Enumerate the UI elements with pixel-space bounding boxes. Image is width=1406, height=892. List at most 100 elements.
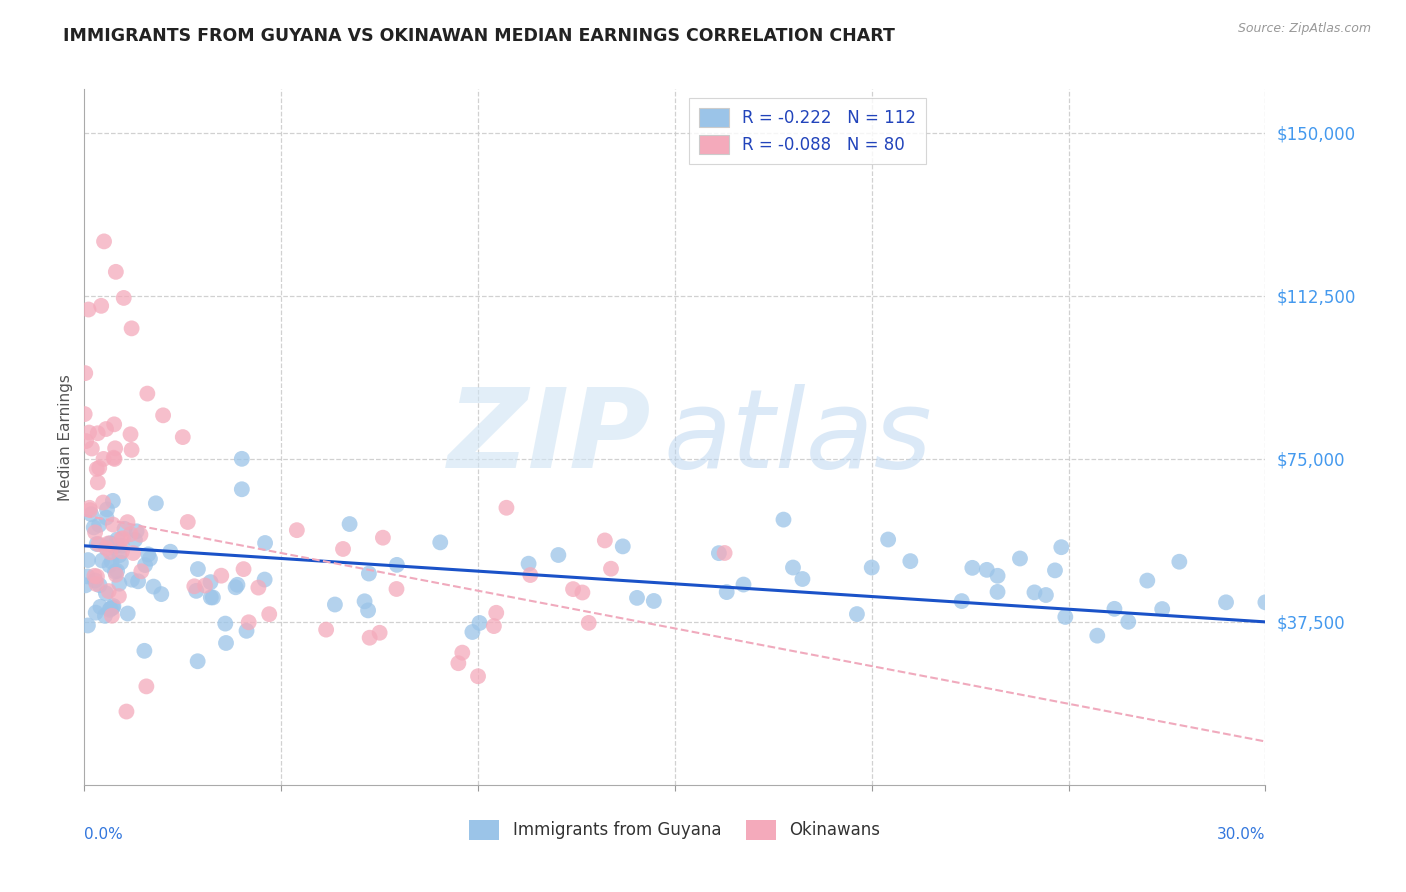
Point (86, 462, 108, 476)
Point (517, 557, 540, 571)
Point (80, 507, 103, 521)
Point (209, 568, 232, 582)
Point (713, 546, 735, 560)
Point (247, 581, 270, 595)
Point (97, 584, 120, 599)
Point (94, 586, 117, 600)
Point (733, 577, 755, 591)
Text: IMMIGRANTS FROM GUYANA VS OKINAWAN MEDIAN EARNINGS CORRELATION CHART: IMMIGRANTS FROM GUYANA VS OKINAWAN MEDIA… (63, 27, 896, 45)
Point (101, 608, 124, 623)
Point (101, 493, 124, 508)
Point (1254, 595, 1277, 609)
Point (108, 548, 131, 562)
Point (89, 517, 111, 532)
Point (845, 607, 868, 621)
Text: Source: ZipAtlas.com: Source: ZipAtlas.com (1237, 22, 1371, 36)
Point (134, 644, 156, 658)
Point (75, 578, 97, 592)
Point (101, 600, 124, 615)
Point (86, 577, 108, 591)
Point (359, 631, 381, 645)
Point (91, 553, 114, 567)
Point (571, 585, 593, 599)
Point (357, 566, 380, 581)
Text: 0.0%: 0.0% (84, 827, 124, 842)
Point (97, 536, 120, 550)
Point (987, 569, 1010, 583)
Point (104, 567, 127, 582)
Point (104, 565, 127, 579)
Point (108, 589, 131, 603)
Point (136, 386, 159, 401)
Text: 30.0%: 30.0% (1218, 827, 1265, 842)
Point (226, 578, 249, 592)
Point (121, 321, 143, 335)
Point (177, 515, 200, 529)
Point (87, 475, 110, 490)
Point (100, 601, 122, 615)
Point (232, 562, 254, 576)
Point (100, 555, 122, 569)
Point (77, 302, 100, 317)
Point (76, 569, 98, 583)
Point (150, 587, 173, 601)
Point (1085, 629, 1108, 643)
Point (83, 520, 105, 534)
Point (1043, 563, 1066, 577)
Point (467, 669, 489, 683)
Point (75, 366, 97, 380)
Point (84, 525, 107, 540)
Point (104, 442, 127, 456)
Point (94, 608, 117, 623)
Point (1116, 615, 1139, 629)
Point (129, 527, 152, 541)
Point (86, 426, 108, 441)
Point (90, 299, 112, 313)
Point (1152, 602, 1174, 616)
Point (254, 536, 277, 550)
Point (323, 598, 346, 612)
Point (782, 560, 804, 574)
Point (183, 579, 205, 593)
Point (877, 533, 900, 547)
Point (716, 585, 738, 599)
Point (626, 591, 648, 605)
Point (159, 545, 181, 559)
Point (225, 580, 247, 594)
Point (593, 533, 616, 548)
Point (121, 573, 143, 587)
Point (200, 575, 222, 590)
Point (115, 705, 138, 719)
Point (105, 533, 128, 547)
Point (1054, 610, 1077, 624)
Point (125, 524, 148, 539)
Point (79, 503, 101, 517)
Point (194, 578, 217, 592)
Point (562, 582, 585, 596)
Point (89, 578, 111, 592)
Point (152, 409, 174, 423)
Point (86, 569, 108, 583)
Point (96, 502, 118, 516)
Point (93, 451, 115, 466)
Point (860, 560, 883, 574)
Point (114, 522, 136, 536)
Point (643, 594, 665, 608)
Point (121, 442, 143, 457)
Point (117, 515, 139, 529)
Point (120, 427, 142, 442)
Point (104, 265, 127, 279)
Point (87, 537, 110, 551)
Point (429, 535, 451, 549)
Point (371, 531, 394, 545)
Point (357, 603, 380, 617)
Point (136, 547, 159, 561)
Point (142, 580, 165, 594)
Legend: Immigrants from Guyana, Okinawans: Immigrants from Guyana, Okinawans (463, 814, 887, 847)
Point (353, 594, 375, 608)
Point (111, 544, 134, 558)
Point (103, 417, 125, 432)
Point (1008, 551, 1031, 566)
Point (80, 442, 103, 456)
Point (84, 606, 107, 620)
